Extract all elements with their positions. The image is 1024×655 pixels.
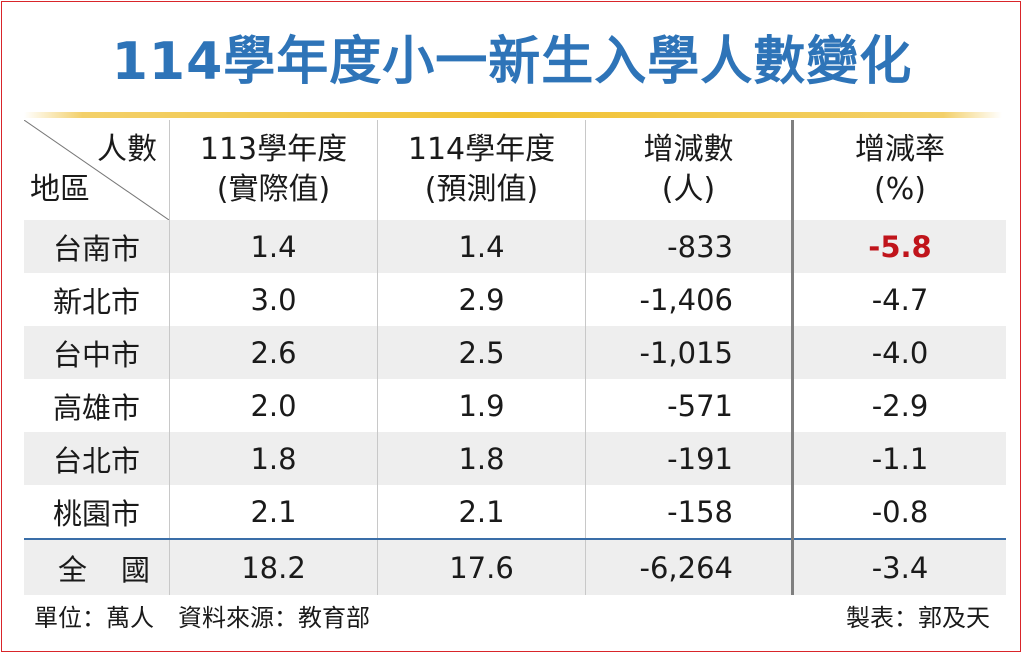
cell-diff: -1,406 <box>585 273 793 326</box>
total-label: 全國 <box>58 552 185 587</box>
cell-113: 2.6 <box>169 326 378 379</box>
footer-credit: 製表：郭及天 <box>846 604 990 632</box>
cell-diff: -571 <box>585 379 793 432</box>
cell-diff: -833 <box>585 220 793 273</box>
cell-region: 高雄市 <box>24 379 170 432</box>
cell-rate: -4.0 <box>791 326 1006 379</box>
corner-label-region: 地區 <box>30 172 90 207</box>
highlighted-rate-value: -5.8 <box>868 229 932 264</box>
header-113-actual: 113學年度 (實際值) <box>169 120 378 220</box>
cell-region-total: 全國 <box>24 538 170 595</box>
header-114-forecast: 114學年度 (預測值) <box>377 120 586 220</box>
cell-114: 1.9 <box>377 379 586 432</box>
cell-region: 台北市 <box>24 432 170 485</box>
cell-region: 台南市 <box>24 220 170 273</box>
cell-rate: -4.7 <box>791 273 1006 326</box>
cell-113-total: 18.2 <box>169 538 378 595</box>
header-114-line1: 114學年度 <box>407 132 556 167</box>
header-diff-line2: (人) <box>661 172 716 207</box>
cell-113: 2.0 <box>169 379 378 432</box>
header-rate: 增減率 (%) <box>791 120 1006 220</box>
header-113-line1: 113學年度 <box>199 132 348 167</box>
chart-title: 114學年度小一新生入學人數變化 <box>111 32 913 92</box>
cell-114: 2.9 <box>377 273 586 326</box>
table-row-taipei: 台北市 1.8 1.8 -191 -1.1 <box>24 432 1006 485</box>
cell-diff-total: -6,264 <box>585 538 793 595</box>
table-row-taichung: 台中市 2.6 2.5 -1,015 -4.0 <box>24 326 1006 379</box>
cell-114: 2.5 <box>377 326 586 379</box>
header-diff-line1: 增減數 <box>643 132 734 167</box>
cell-diff: -191 <box>585 432 793 485</box>
table-header-row: 人數 地區 113學年度 (實際值) 114學年度 (預測值) 增減數 (人) … <box>24 120 1006 220</box>
cell-rate: -1.1 <box>791 432 1006 485</box>
data-table: 人數 地區 113學年度 (實際值) 114學年度 (預測值) 增減數 (人) … <box>24 120 1006 595</box>
table-row-taoyuan: 桃園市 2.1 2.1 -158 -0.8 <box>24 485 1006 539</box>
cell-rate-total: -3.4 <box>791 538 1006 595</box>
table-row-total: 全國 18.2 17.6 -6,264 -3.4 <box>24 538 1006 595</box>
cell-113: 1.8 <box>169 432 378 485</box>
cell-113: 1.4 <box>169 220 378 273</box>
header-113-line2: (實際值) <box>216 172 331 207</box>
cell-114: 2.1 <box>377 485 586 539</box>
table-row-tainan: 台南市 1.4 1.4 -833 -5.8 <box>24 220 1006 273</box>
cell-114: 1.8 <box>377 432 586 485</box>
cell-region: 桃園市 <box>24 485 170 539</box>
header-rate-line1: 增減率 <box>855 132 945 167</box>
cell-113: 2.1 <box>169 485 378 539</box>
cell-114-total: 17.6 <box>377 538 586 595</box>
cell-rate: -0.8 <box>791 485 1006 539</box>
cell-114: 1.4 <box>377 220 586 273</box>
cell-diff: -158 <box>585 485 793 539</box>
table-row-kaohsiung: 高雄市 2.0 1.9 -571 -2.9 <box>24 379 1006 432</box>
header-114-line2: (預測值) <box>424 172 539 207</box>
footer-unit-source: 單位：萬人 資料來源：教育部 <box>34 604 370 632</box>
cell-rate: -2.9 <box>791 379 1006 432</box>
table-row-new-taipei: 新北市 3.0 2.9 -1,406 -4.7 <box>24 273 1006 326</box>
title-underline <box>24 112 1002 118</box>
corner-diagonal-line <box>24 120 169 220</box>
data-table-wrapper: 人數 地區 113學年度 (實際值) 114學年度 (預測值) 增減數 (人) … <box>24 120 1006 595</box>
cell-region: 台中市 <box>24 326 170 379</box>
cell-113: 3.0 <box>169 273 378 326</box>
header-diff: 增減數 (人) <box>585 120 793 220</box>
cell-diff: -1,015 <box>585 326 793 379</box>
corner-label-count: 人數 <box>97 132 157 167</box>
cell-region: 新北市 <box>24 273 170 326</box>
header-rate-line2: (%) <box>874 172 926 207</box>
corner-header-cell: 人數 地區 <box>24 120 170 220</box>
cell-rate-highlight: -5.8 <box>791 220 1006 273</box>
